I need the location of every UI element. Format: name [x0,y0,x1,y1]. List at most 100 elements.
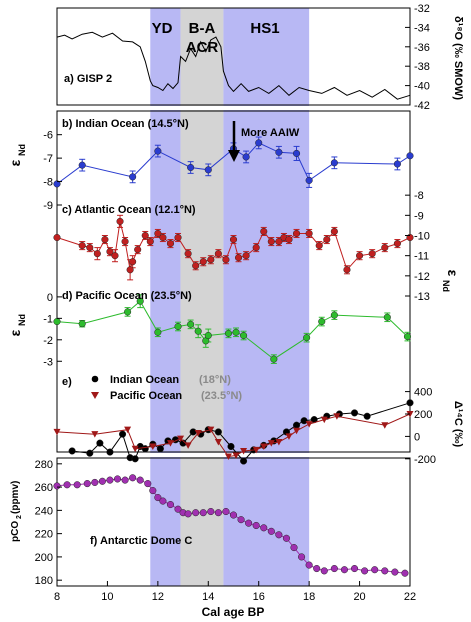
panel-f-ytick-label: 240 [35,505,53,517]
panel-b-ytick-label: -9 [43,200,53,212]
panel-d-data-point [232,328,240,336]
panel-f-data-point [199,509,207,517]
panel-f-ytick-label: 200 [35,552,53,564]
panel-f-data-point [214,509,222,517]
panel-a-ytick-label: -32 [414,3,430,15]
down-arrow-icon [228,150,240,162]
panel-c-data-point [121,238,129,246]
panel-d-data-point [383,313,391,321]
panel-f-data-point [91,478,99,486]
panel-f-data-point [63,481,71,489]
panel-f-data-point [121,476,129,484]
panel-d-data-point [136,297,144,305]
panel-f-data-point [98,477,106,485]
panel-f-ytick-label: 180 [35,575,53,587]
panel-e-data-point [267,440,275,447]
panel-e-data-point [131,455,139,463]
panel-b-data-point [330,159,338,167]
panel-e-data-point [91,431,99,438]
panel-e-data-point [320,416,328,424]
panel-f-frame [56,457,411,587]
panel-c-data-point [292,229,301,238]
panel-a-ytick-label: -34 [414,22,430,34]
panel-f-data-point [275,531,283,539]
panel-b-title: b) Indian Ocean (14.5°N) [62,118,189,130]
panel-c-ylabel: ε Nd [441,270,461,292]
panel-f-data-point [401,569,409,577]
aaiw-annotation-label: More AAIW [241,127,300,139]
panel-e-data-point [131,445,139,453]
panel-b-data-point [242,153,250,161]
panel-e-data-point [285,433,293,440]
panel-c-data-point [126,266,134,274]
panel-f-data-point [129,474,137,482]
panel-c-ylabel-main: ε [445,270,461,277]
panel-f-data-point [166,500,175,509]
x-tick-label: 18 [303,591,315,603]
panel-e-data-point [166,440,174,447]
panel-c-data-point [53,233,61,242]
panel-e-data-point [194,430,202,437]
panel-d-data-point [78,320,86,328]
panel-e-data-point [227,442,235,451]
panel-c-data-point [78,242,86,250]
panel-c-data-point [252,244,260,252]
panel-b-data-point [53,180,61,188]
panel-e-data-point [293,427,301,435]
panel-f-data-point [207,507,215,516]
panel-e-data-point [232,452,240,459]
panel-c-data-point [192,262,200,270]
panel-c-data-point [93,250,101,258]
panel-e-data-point [141,445,149,453]
panel-f-data-point [184,510,192,518]
panel-d-data-point [194,327,202,335]
panel-f-data-point [391,568,399,576]
panel-f-data-point [282,534,291,542]
panel-f-data-point [267,527,275,535]
panel-e-data-point [96,439,104,447]
panel-d-data-point [187,320,195,328]
panel-b-data-point [275,148,283,156]
x-tick-label: 14 [202,591,214,603]
panel-e-data-point [156,445,164,453]
panel-e-data-point [214,428,222,436]
panel-c-data-point [242,252,250,260]
panel-d-data-point [53,318,61,326]
panel-e-data-point [240,457,248,465]
panel-a-series-line [56,31,411,100]
panel-c-data-point [101,235,109,244]
panel-b-data-point [187,163,195,172]
panel-b-data-point [255,139,263,147]
series-layer [53,31,414,577]
band-label-acr: ACR [186,39,219,56]
panel-e-ytick-label: 200 [414,409,432,421]
panel-c-data-point [184,250,192,258]
panel-c-data-point [393,240,401,248]
panel-c-data-point [323,235,331,244]
panel-e-data-point [305,421,313,428]
panel-f-data-point [371,566,379,574]
panel-b-data-point [305,176,313,184]
panel-d-ylabel: ε Nd [7,314,27,336]
panel-c-data-point [146,238,154,246]
band-label-ba: B-A [189,20,216,37]
x-tick-label: 22 [404,591,416,603]
panel-f-data-point [340,566,348,574]
panel-f-data-point [149,487,157,495]
panel-e-data-point [275,439,283,446]
panel-e-data-point [214,439,222,446]
panel-b-data-point [292,149,301,157]
panel-b-data-point [406,152,414,160]
panel-f-data-point [136,476,144,484]
panel-d-ylabel-main: ε [7,329,23,336]
panel-d-ytick-label: -2 [43,335,53,347]
legend-pacific-label: Pacific Ocean [110,390,182,402]
panel-e-data-point [119,430,127,438]
panel-f-data-point [252,521,260,530]
panel-c-ytick-label: -10 [414,231,430,243]
panel-e-data-point [106,448,114,456]
panel-e-data-point [252,446,260,454]
panel-d-ytick-label: -1 [43,313,53,325]
aaiw-annotation: More AAIW [228,121,300,162]
